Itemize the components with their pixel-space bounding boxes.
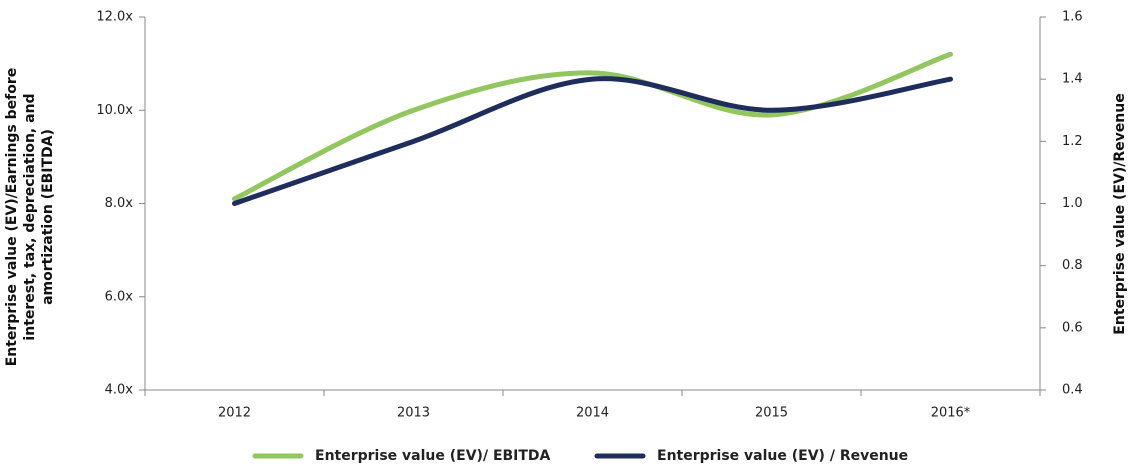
- y2-tick-label: 0.4: [1062, 383, 1083, 398]
- y-tick-label: 12.0x: [96, 10, 133, 25]
- legend-label: Enterprise value (EV)/ EBITDA: [315, 448, 551, 464]
- legend-label: Enterprise value (EV) / Revenue: [657, 448, 908, 464]
- y2-tick-label: 1.4: [1062, 72, 1083, 87]
- x-tick-label: 2012: [218, 406, 251, 421]
- y2-tick-label: 1.0: [1062, 196, 1083, 211]
- y2-tick-label: 1.2: [1062, 134, 1083, 149]
- y-tick-label: 8.0x: [105, 196, 134, 211]
- series-line: [232, 76, 953, 206]
- x-tick-label: 2014: [576, 406, 609, 421]
- series-line: [232, 51, 953, 202]
- y2-axis-title: Enterprise value (EV)/Revenue: [1112, 93, 1128, 335]
- y-tick-label: 6.0x: [105, 289, 134, 304]
- y-axis-title: Enterprise value (EV)/Earnings before in…: [4, 67, 56, 367]
- y2-tick-label: 0.8: [1062, 258, 1083, 273]
- y-tick-label: 4.0x: [105, 383, 134, 398]
- x-tick-label: 2015: [755, 406, 788, 421]
- y-tick-label: 10.0x: [96, 103, 133, 118]
- x-tick-label: 2013: [397, 406, 430, 421]
- y2-tick-label: 1.6: [1062, 10, 1083, 25]
- y2-tick-label: 0.6: [1062, 320, 1083, 335]
- x-tick-label: 2016*: [931, 406, 971, 421]
